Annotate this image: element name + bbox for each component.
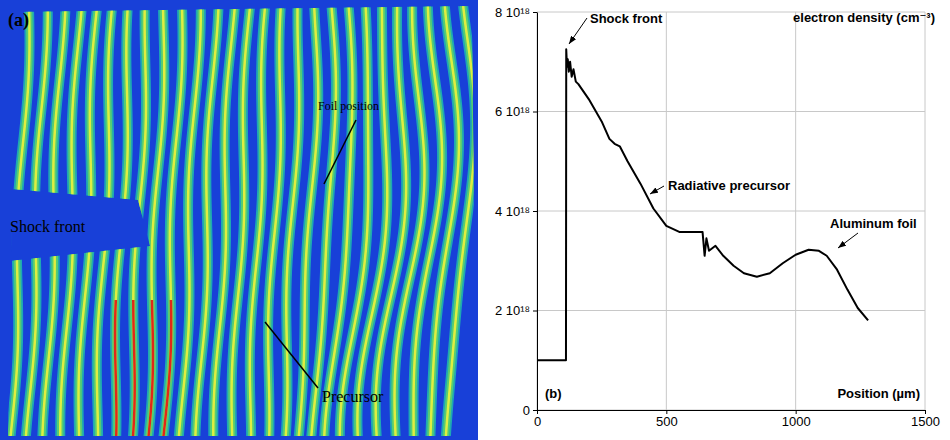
x-axis: 0 500 1000 1500 — [534, 410, 940, 429]
interferogram-background — [0, 0, 478, 440]
fringe — [97, 0, 113, 440]
fringe — [133, 0, 146, 440]
fringe-hot — [163, 300, 171, 440]
fringe — [446, 0, 476, 440]
fringe — [97, 0, 113, 440]
annotation-arrow — [569, 18, 587, 44]
fringe — [115, 0, 128, 440]
fringe — [268, 0, 281, 440]
fringe — [446, 0, 476, 440]
annotation: Radiative precursor — [668, 178, 790, 193]
fringe — [268, 0, 281, 440]
y-tick: 8 10¹⁸ — [495, 5, 537, 20]
figure: (a) Foil position Shock front Precursor 0 500… — [0, 0, 950, 440]
fringe — [148, 0, 164, 440]
y-tick-mark — [533, 211, 537, 212]
y-axis-title: electron density (cm⁻³) — [793, 10, 935, 25]
grid-line-y — [537, 410, 925, 411]
x-tick: 1500 — [911, 410, 940, 429]
interferogram-panel: (a) Foil position Shock front Precursor — [0, 0, 478, 440]
y-tick-mark — [533, 12, 537, 13]
plot-area — [537, 49, 868, 360]
y-tick: 0 — [523, 403, 537, 418]
fringe — [250, 0, 266, 440]
y-tick: 4 10¹⁸ — [495, 204, 537, 219]
y-tick-label: 0 — [523, 403, 530, 418]
annotation: Shock front — [590, 11, 663, 26]
grid — [537, 12, 925, 410]
fringe — [163, 0, 182, 440]
panel-label: (a) — [8, 10, 29, 31]
chart-panel: 0 500 1000 1500 0 2 10¹⁸ 4 10¹⁸ 6 10¹⁸ 8 10¹⁸ ele… — [495, 5, 940, 430]
fringe — [133, 0, 146, 440]
annotation-arrow — [838, 233, 858, 248]
fringe — [115, 0, 128, 440]
annotation-line — [324, 120, 356, 184]
x-axis-title: Position (µm) — [837, 386, 920, 401]
x-axis-line — [538, 410, 926, 411]
x-tick: 500 — [656, 410, 678, 429]
fringe-hot — [148, 300, 153, 440]
image-annotation: Foil position — [318, 99, 379, 113]
x-tick-label: 0 — [534, 414, 541, 429]
fringe — [250, 0, 266, 440]
y-tick-mark — [533, 112, 537, 113]
y-tick-label: 8 10¹⁸ — [495, 5, 530, 20]
y-tick: 2 10¹⁸ — [495, 303, 537, 318]
grid-line-y — [537, 310, 925, 311]
y-tick-label: 6 10¹⁸ — [495, 104, 530, 119]
image-annotation: Shock front — [10, 218, 86, 235]
panel-label: (b) — [545, 386, 562, 401]
y-axis-line — [537, 13, 538, 411]
fringe — [446, 0, 476, 440]
fringe — [115, 0, 128, 440]
fringe — [97, 0, 113, 440]
x-tick-label: 1000 — [782, 414, 811, 429]
fringe — [268, 0, 281, 440]
fringes — [10, 0, 475, 440]
x-tick-label: 500 — [656, 414, 678, 429]
fringe — [163, 0, 182, 440]
grid-line-y — [537, 211, 925, 212]
annotation-line — [265, 322, 318, 388]
data-line — [537, 49, 868, 360]
y-axis: 0 2 10¹⁸ 4 10¹⁸ 6 10¹⁸ 8 10¹⁸ — [495, 5, 538, 418]
y-tick: 6 10¹⁸ — [495, 104, 537, 119]
y-tick-label: 2 10¹⁸ — [495, 303, 530, 318]
fringe — [285, 0, 299, 440]
x-tick: 1000 — [782, 410, 811, 429]
fringe — [133, 0, 146, 440]
fringe-hot — [115, 300, 116, 440]
fringe — [285, 0, 299, 440]
y-tick-mark — [533, 410, 537, 411]
fringe-hot — [133, 300, 135, 440]
y-tick-label: 4 10¹⁸ — [495, 204, 530, 219]
fringe — [148, 0, 164, 440]
fringe — [148, 0, 164, 440]
annotation: Aluminum foil — [830, 216, 917, 231]
chart-texts: electron density (cm⁻³) Position (µm) (b) S… — [545, 10, 935, 401]
y-tick-mark — [533, 311, 537, 312]
annotation-arrow — [650, 186, 664, 194]
fringe — [285, 0, 299, 440]
image-annotation: Precursor — [322, 388, 384, 405]
x-tick-label: 1500 — [911, 414, 940, 429]
x-tick: 0 — [534, 410, 541, 429]
fringe — [250, 0, 266, 440]
fringe — [163, 0, 182, 440]
